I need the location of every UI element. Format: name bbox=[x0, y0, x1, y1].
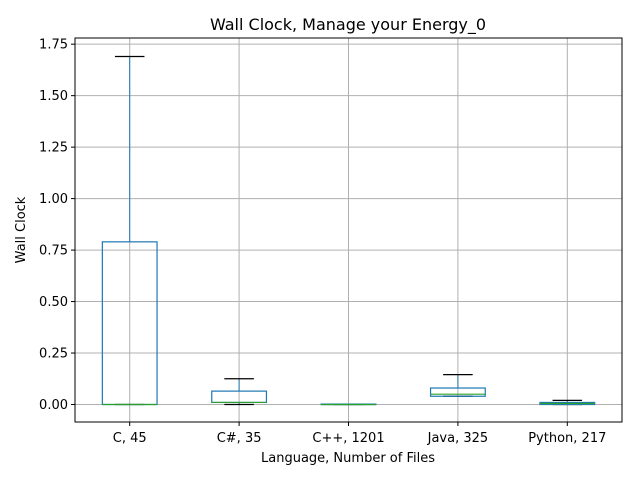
grid-layer bbox=[75, 38, 622, 422]
y-tick-label: 1.00 bbox=[39, 192, 68, 207]
y-tick-label: 1.25 bbox=[39, 141, 68, 156]
box-plot bbox=[320, 403, 377, 406]
box-iqr bbox=[429, 387, 486, 397]
chart-title: Wall Clock, Manage your Energy_0 bbox=[210, 15, 486, 35]
box-plot bbox=[429, 374, 486, 397]
x-tick-label: C#, 35 bbox=[217, 431, 262, 446]
x-tick-label: Python, 217 bbox=[528, 431, 606, 446]
y-tick-label: 0.50 bbox=[39, 295, 68, 310]
x-tick-label: C, 45 bbox=[113, 431, 147, 446]
y-axis-label: Wall Clock bbox=[14, 196, 29, 263]
box-plot bbox=[101, 55, 158, 406]
x-axis-label: Language, Number of Files bbox=[261, 451, 435, 466]
x-tick-label: Java, 325 bbox=[427, 431, 489, 446]
box-layer bbox=[101, 55, 596, 406]
y-tick-label: 0.25 bbox=[39, 347, 68, 362]
box-plot bbox=[539, 399, 596, 406]
box-plot bbox=[211, 378, 268, 406]
y-tick-label: 0.75 bbox=[39, 244, 68, 259]
y-tick-label: 0.00 bbox=[39, 398, 68, 413]
y-tick-label: 1.75 bbox=[39, 38, 68, 53]
x-tick-label: C++, 1201 bbox=[312, 431, 384, 446]
axis-layer: 0.00 0.25 0.50 0.75 1.00 1.25 1.50 1.75 C, 45 C#,… bbox=[39, 38, 606, 446]
y-tick-label: 1.50 bbox=[39, 89, 68, 104]
